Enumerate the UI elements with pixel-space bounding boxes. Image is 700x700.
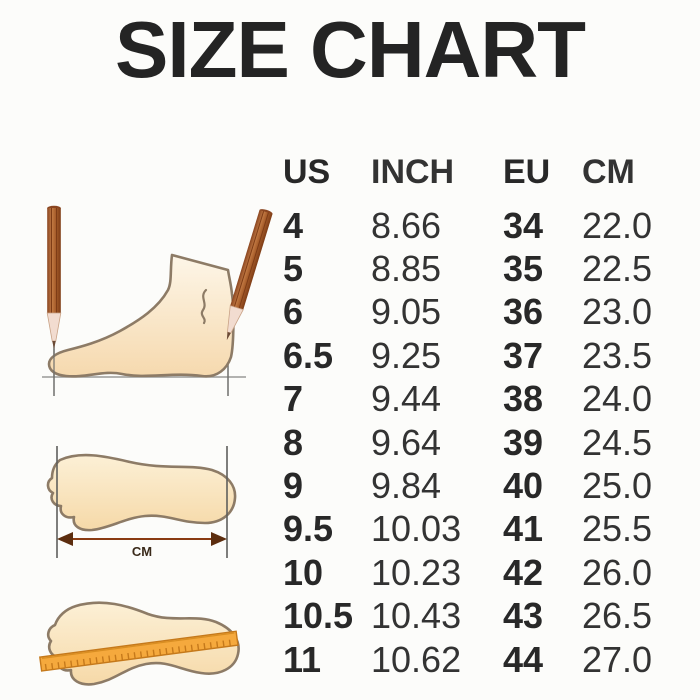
cell-cm: 24.0	[582, 378, 653, 420]
pencil-icon	[46, 205, 62, 376]
cell-eu: 38	[503, 378, 544, 420]
table-row: 8 9.64 39 24.5	[283, 421, 683, 464]
cell-inch: 10.43	[371, 595, 462, 637]
footprint-ruler-illustration	[39, 601, 240, 686]
cell-us: 7	[283, 378, 304, 420]
cell-cm: 25.0	[582, 465, 653, 507]
header-eu: EU	[503, 152, 551, 191]
header-inch: INCH	[371, 152, 455, 191]
cell-us: 10	[283, 551, 324, 593]
ruler-icon	[39, 630, 239, 672]
cell-inch: 9.05	[371, 291, 442, 333]
cell-us: 4	[283, 204, 304, 246]
measure-arrow	[57, 532, 227, 546]
cell-eu: 36	[503, 291, 544, 333]
cell-inch: 9.84	[371, 465, 442, 507]
cell-cm: 23.0	[582, 291, 653, 333]
table-row: 5 8.85 35 22.5	[283, 247, 683, 290]
cell-inch: 10.62	[371, 638, 462, 680]
table-row: 11 10.62 44 27.0	[283, 638, 683, 681]
cell-us: 9.5	[283, 508, 334, 550]
foot-measure-illustration	[42, 205, 273, 396]
cell-inch: 9.25	[371, 334, 442, 376]
header-cm: CM	[582, 152, 635, 191]
footprint-length-illustration: CM	[46, 446, 237, 559]
cell-us: 11	[283, 638, 322, 680]
table-header-row: US INCH EU CM	[283, 140, 683, 204]
cell-cm: 22.5	[582, 248, 653, 290]
cell-eu: 42	[503, 551, 544, 593]
cell-us: 8	[283, 421, 304, 463]
table-row: 10 10.23 42 26.0	[283, 551, 683, 594]
cell-cm: 26.5	[582, 595, 653, 637]
cell-eu: 37	[503, 334, 544, 376]
cell-inch: 10.03	[371, 508, 462, 550]
table-row: 9 9.84 40 25.0	[283, 464, 683, 507]
cell-cm: 24.5	[582, 421, 653, 463]
table-row: 6.5 9.25 37 23.5	[283, 334, 683, 377]
cell-us: 5	[283, 248, 304, 290]
table-body: 4 8.66 34 22.0 5 8.85 35 22.5 6 9.05 36 23.0 6.5 9.25…	[283, 204, 683, 681]
cell-inch: 8.66	[371, 204, 442, 246]
table-row: 4 8.66 34 22.0	[283, 204, 683, 247]
cell-cm: 26.0	[582, 551, 653, 593]
table-row: 10.5 10.43 43 26.5	[283, 595, 683, 638]
cell-cm: 22.0	[582, 204, 653, 246]
table-row: 9.5 10.03 41 25.5	[283, 508, 683, 551]
length-boundary-lines	[56, 446, 228, 558]
cell-inch: 9.64	[371, 421, 442, 463]
cm-unit-label: CM	[132, 544, 152, 559]
pencil-icon	[226, 209, 273, 341]
table-row: 7 9.44 38 24.0	[283, 378, 683, 421]
page-title: SIZE CHART	[115, 5, 586, 94]
cell-eu: 35	[503, 248, 544, 290]
cell-us: 10.5	[283, 595, 354, 637]
cell-cm: 23.5	[582, 334, 653, 376]
footprint-outline	[46, 453, 237, 532]
header-us: US	[283, 152, 331, 191]
cell-eu: 41	[503, 508, 544, 550]
cell-us: 9	[283, 465, 304, 507]
cell-us: 6	[283, 291, 304, 333]
cell-eu: 43	[503, 595, 544, 637]
cell-cm: 27.0	[582, 638, 653, 680]
table-row: 6 9.05 36 23.0	[283, 291, 683, 334]
cell-eu: 39	[503, 421, 544, 463]
cell-inch: 10.23	[371, 551, 462, 593]
cell-inch: 8.85	[371, 248, 442, 290]
size-table: US INCH EU CM 4 8.66 34 22.0 5 8.85 35 22.5 6 9.05 36…	[283, 140, 683, 681]
cell-eu: 40	[503, 465, 544, 507]
ankle-crease	[200, 288, 208, 325]
cell-cm: 25.5	[582, 508, 653, 550]
cell-eu: 34	[503, 204, 544, 246]
cell-inch: 9.44	[371, 378, 442, 420]
foot-side-outline	[47, 253, 235, 378]
cell-eu: 44	[503, 638, 544, 680]
cell-us: 6.5	[283, 334, 334, 376]
